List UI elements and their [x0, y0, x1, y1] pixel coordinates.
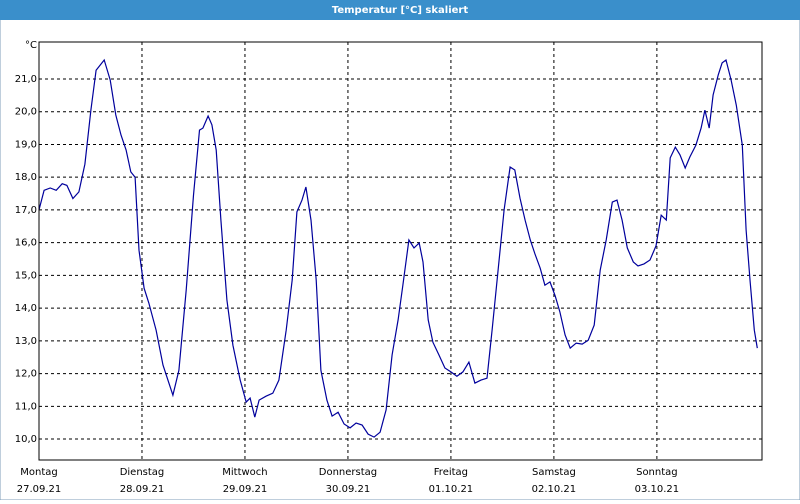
- x-tick-label: Samstag: [532, 467, 576, 478]
- y-unit: °C: [25, 40, 37, 51]
- plot-border: [38, 41, 763, 461]
- y-tick-label: 18,0: [15, 172, 37, 183]
- y-tick-label: 21,0: [15, 74, 37, 85]
- y-tick-label: 12,0: [15, 369, 37, 380]
- x-tick-date: 29.09.21: [223, 484, 268, 495]
- x-tick-label: Montag: [20, 467, 57, 478]
- x-tick-date: 01.10.21: [429, 484, 474, 495]
- y-tick-label: 16,0: [15, 238, 37, 249]
- y-tick-label: 15,0: [15, 270, 37, 281]
- y-tick-label: 17,0: [15, 205, 37, 216]
- x-tick-label: Mittwoch: [222, 467, 267, 478]
- x-tick-label: Sonntag: [636, 467, 678, 478]
- y-tick-label: 19,0: [15, 139, 37, 150]
- y-tick-label: 13,0: [15, 336, 37, 347]
- x-tick-date: 30.09.21: [326, 484, 371, 495]
- x-tick-label: Donnerstag: [319, 467, 377, 478]
- y-tick-label: 11,0: [15, 401, 37, 412]
- plot: [38, 58, 758, 438]
- x-tick-date: 28.09.21: [120, 484, 165, 495]
- chart-title: Temperatur [°C] skaliert: [332, 5, 469, 16]
- x-tick-label: Dienstag: [120, 467, 165, 478]
- y-tick-label: 14,0: [15, 303, 37, 314]
- x-tick-date: 27.09.21: [17, 484, 62, 495]
- x-tick-label: Freitag: [434, 467, 468, 478]
- x-tick-date: 02.10.21: [532, 484, 577, 495]
- title-bar: [0, 0, 800, 20]
- data-line: [38, 58, 758, 438]
- y-tick-label: 20,0: [15, 107, 37, 118]
- x-tick-date: 03.10.21: [635, 484, 680, 495]
- y-tick-label: 10,0: [15, 434, 37, 445]
